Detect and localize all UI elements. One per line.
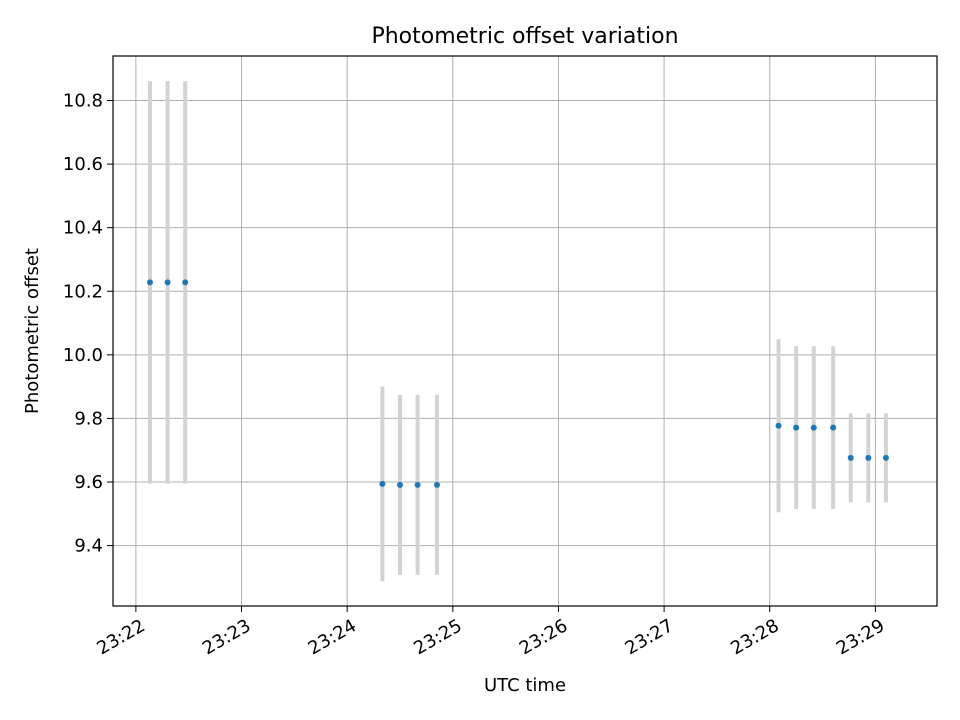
data-point (146, 279, 153, 286)
y-tick-label: 10.6 (63, 154, 103, 175)
data-point (882, 454, 889, 461)
y-tick-label: 9.4 (74, 536, 103, 557)
data-point (182, 279, 189, 286)
chart-title: Photometric offset variation (371, 24, 678, 49)
data-point (433, 481, 440, 488)
data-point (847, 454, 854, 461)
data-point (414, 481, 421, 488)
data-point (775, 422, 782, 429)
data-point (810, 424, 817, 431)
plot-frame (112, 55, 938, 607)
data-points (146, 279, 889, 488)
y-tick-label: 10.4 (63, 218, 103, 239)
y-tick-label: 9.8 (74, 408, 103, 429)
y-tick-label: 10.8 (63, 91, 103, 112)
data-point (396, 481, 403, 488)
y-tick-label: 9.6 (74, 472, 103, 493)
grid (113, 56, 937, 606)
y-tick-label: 10.2 (63, 281, 103, 302)
y-tick-label: 10.0 (63, 345, 103, 366)
data-point (793, 424, 800, 431)
data-point (865, 454, 872, 461)
data-point (164, 279, 171, 286)
y-axis-label: Photometric offset (22, 248, 43, 414)
x-axis-label: UTC time (484, 675, 566, 696)
data-point (379, 480, 386, 487)
data-point (830, 424, 837, 431)
